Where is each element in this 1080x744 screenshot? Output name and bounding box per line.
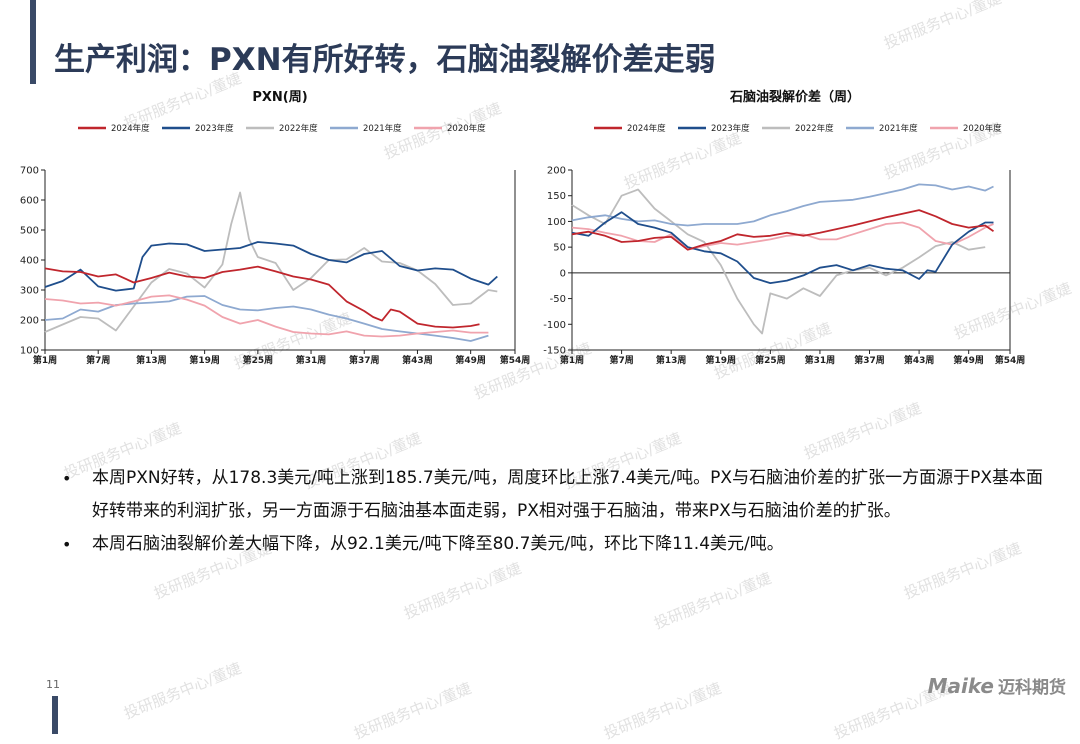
legend: 2024年度 2023年度 2022年度 2021年度 2020年度 xyxy=(78,123,486,134)
series-line-2020年度 xyxy=(44,294,489,338)
x-tick-label: 第19周 xyxy=(189,354,220,366)
watermark-text: 投研服务中心/董婕 xyxy=(881,0,1005,53)
commentary-list: 本周PXN好转，从178.3美元/吨上涨到185.7美元/吨，周度环比上涨7.4… xyxy=(62,462,1047,561)
accent-bar-top xyxy=(30,0,36,84)
x-tick-label: 第13周 xyxy=(136,354,167,366)
logo-brand: Maike xyxy=(927,674,994,698)
accent-bar-bottom xyxy=(52,696,58,734)
series-line-2023年度 xyxy=(44,241,498,292)
x-tick-label: 第1周 xyxy=(33,354,57,366)
pxn-chart: 2024年度 2023年度 2022年度 2021年度 2020年度 100 200 300 4… xyxy=(20,123,531,366)
chart-title-pxn: PXN(周) xyxy=(252,90,308,105)
y-tick-label: 0 xyxy=(560,268,566,279)
legend-label: 2020年度 xyxy=(447,123,486,134)
watermark-text: 投研服务中心/董婕 xyxy=(801,399,925,463)
x-tick-label: 第31周 xyxy=(805,354,836,366)
y-tick-label: 100 xyxy=(547,217,566,228)
chart-title-naphtha: 石脑油裂解价差（周） xyxy=(729,90,861,105)
x-tick-label: 第1周 xyxy=(560,354,584,366)
x-tick-label: 第25周 xyxy=(755,354,786,366)
series-line-2022年度 xyxy=(44,191,498,333)
legend: 2024年度 2023年度 2022年度 2021年度 2020年度 xyxy=(594,123,1002,134)
company-logo: Maike 迈科期货 xyxy=(928,673,1066,698)
y-tick-label: 600 xyxy=(20,196,39,207)
legend-label: 2022年度 xyxy=(795,123,834,134)
watermark-text: 投研服务中心/董婕 xyxy=(401,559,525,623)
x-tick-label: 第19周 xyxy=(705,354,736,366)
x-tick-label: 第7周 xyxy=(86,354,110,366)
series-line-2022年度 xyxy=(571,188,986,335)
y-tick-label: 50 xyxy=(553,243,566,254)
series-line-2023年度 xyxy=(571,211,994,284)
y-tick-label: -50 xyxy=(550,294,566,305)
legend-label: 2022年度 xyxy=(279,123,318,134)
watermark-text: 投研服务中心/董婕 xyxy=(651,569,775,633)
x-tick-label: 第43周 xyxy=(402,354,433,366)
series-line-2020年度 xyxy=(571,221,994,251)
x-tick-label: 第49周 xyxy=(455,354,486,366)
y-tick-label: -150 xyxy=(543,346,566,357)
commentary-item-pxn: 本周PXN好转，从178.3美元/吨上涨到185.7美元/吨，周度环比上涨7.4… xyxy=(62,462,1047,528)
x-tick-label: 第37周 xyxy=(854,354,885,366)
y-tick-label: 100 xyxy=(20,346,39,357)
legend-label: 2024年度 xyxy=(111,123,150,134)
x-tick-label: 第31周 xyxy=(296,354,327,366)
x-tick-label: 第7周 xyxy=(609,354,633,366)
x-tick-label: 第49周 xyxy=(953,354,984,366)
legend-label: 2023年度 xyxy=(711,123,750,134)
x-tick-label: 第37周 xyxy=(349,354,380,366)
y-tick-label: 500 xyxy=(20,226,39,237)
y-tick-label: 400 xyxy=(20,256,39,267)
page-number: 11 xyxy=(46,678,60,691)
x-tick-label: 第13周 xyxy=(656,354,687,366)
x-tick-label: 第54周 xyxy=(500,354,531,366)
page-title: 生产利润：PXN有所好转，石脑油裂解价差走弱 xyxy=(54,42,716,78)
x-tick-label: 第54周 xyxy=(995,354,1026,366)
legend-label: 2021年度 xyxy=(363,123,402,134)
naphtha-crack-chart: 2024年度 2023年度 2022年度 2021年度 2020年度 -150 -100 -5… xyxy=(543,123,1026,366)
x-tick-label: 第43周 xyxy=(904,354,935,366)
logo-name: 迈科期货 xyxy=(998,678,1066,698)
legend-label: 2023年度 xyxy=(195,123,234,134)
y-tick-label: 300 xyxy=(20,286,39,297)
y-tick-label: 700 xyxy=(20,166,39,177)
x-tick-label: 第25周 xyxy=(243,354,274,366)
series-line-2024年度 xyxy=(44,265,480,329)
watermark-text: 投研服务中心/董婕 xyxy=(121,659,245,723)
series-line-2021年度 xyxy=(44,295,489,342)
legend-label: 2024年度 xyxy=(627,123,666,134)
y-tick-label: -100 xyxy=(543,320,566,331)
series-line-2024年度 xyxy=(571,209,995,251)
y-tick-label: 200 xyxy=(547,166,566,177)
legend-label: 2020年度 xyxy=(963,123,1002,134)
y-tick-label: 200 xyxy=(20,316,39,327)
series-line-2021年度 xyxy=(571,183,994,227)
legend-label: 2021年度 xyxy=(879,123,918,134)
commentary-item-naphtha: 本周石脑油裂解价差大幅下降，从92.1美元/吨下降至80.7美元/吨，环比下降1… xyxy=(62,528,1047,561)
y-tick-label: 150 xyxy=(547,191,566,202)
